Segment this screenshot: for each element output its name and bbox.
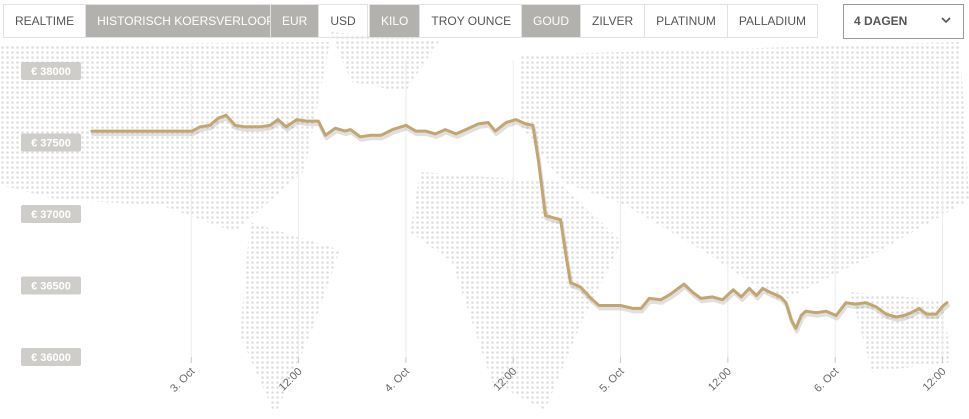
y-tick-label: € 36000 <box>31 352 71 364</box>
y-tick-label-bg <box>21 205 81 223</box>
button-group: GOUD ZILVER PLATINUM PALLADIUM <box>521 4 819 38</box>
x-tick-label: 12:00 <box>921 366 949 394</box>
x-tick-label: 6. Oct <box>812 366 841 395</box>
y-tick-label-bg <box>21 348 81 366</box>
y-tick-label: € 38000 <box>31 66 71 78</box>
button-group: KILO TROY OUNCE <box>369 4 524 38</box>
button-group: EUR USD <box>270 4 368 38</box>
toggle-button[interactable]: HISTORISCH KOERSVERLOOP <box>86 5 286 37</box>
y-tick-label-bg <box>21 276 81 295</box>
toggle-button[interactable]: REALTIME <box>4 5 87 37</box>
plot <box>90 113 950 334</box>
x-tick-label: 5. Oct <box>597 366 626 395</box>
grid <box>190 60 943 357</box>
x-tick-label: 4. Oct <box>383 366 412 395</box>
y-tick-label: € 37000 <box>31 209 71 221</box>
y-tick-label-bg <box>21 133 81 152</box>
button-group: REALTIME HISTORISCH KOERSVERLOOP <box>3 4 287 38</box>
y-tick-label-bg <box>21 62 81 80</box>
toggle-button[interactable]: PALLADIUM <box>738 14 807 28</box>
dropdown-label: 4 DAGEN <box>854 14 908 28</box>
toggle-button[interactable]: USD <box>330 14 356 28</box>
x-tick-label: 3. Oct <box>168 366 197 395</box>
y-tick-label: € 36500 <box>31 281 71 293</box>
price-line <box>90 113 949 330</box>
world-map <box>0 32 969 415</box>
chevron-icon <box>941 17 951 24</box>
x-tick-label: 12:00 <box>706 366 734 394</box>
y-tick-label: € 37500 <box>31 138 71 150</box>
toggle-button[interactable]: TROY OUNCE <box>431 14 512 28</box>
toggle-button[interactable]: EUR <box>271 5 320 37</box>
toggle-button[interactable]: PLATINUM <box>645 5 728 37</box>
toggle-button[interactable]: GOUD <box>522 5 581 37</box>
toggle-button[interactable]: KILO <box>370 5 421 37</box>
toggle-button[interactable]: ZILVER <box>581 5 646 37</box>
period-dropdown[interactable]: 4 DAGEN <box>843 4 964 39</box>
